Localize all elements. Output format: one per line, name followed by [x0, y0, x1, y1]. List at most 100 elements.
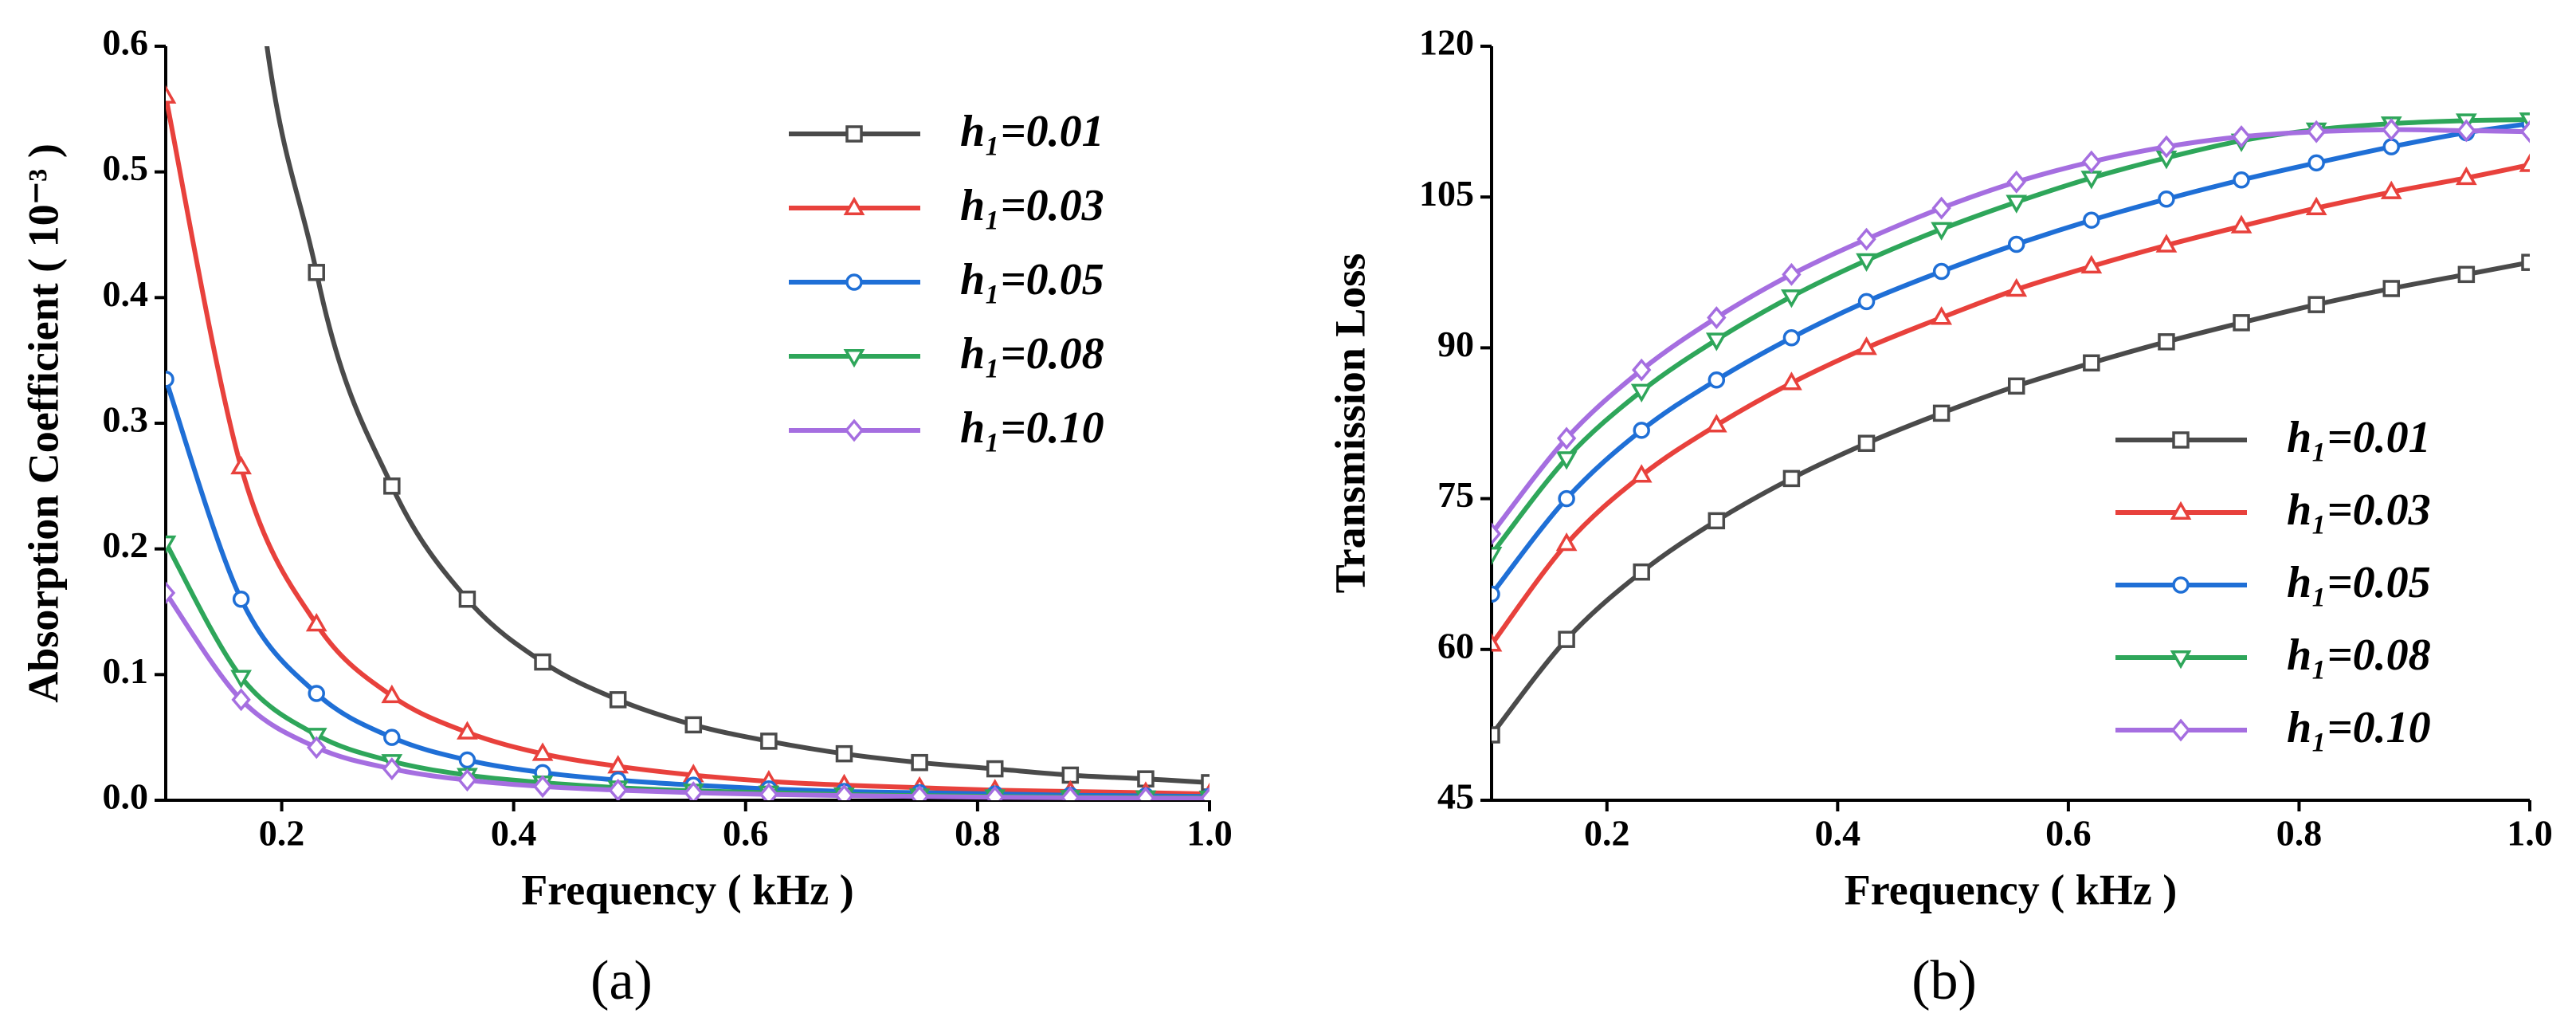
data-marker — [381, 684, 403, 704]
data-marker — [2007, 235, 2025, 253]
data-marker — [2382, 118, 2402, 142]
x-axis-title: Frequency ( kHz ) — [521, 866, 853, 913]
data-marker — [1492, 726, 1500, 744]
data-marker — [1932, 262, 1951, 281]
data-marker — [985, 785, 1005, 800]
data-marker — [382, 757, 402, 780]
plot-area — [166, 46, 1210, 800]
legend-label: h₁=0.05 — [2287, 558, 2431, 607]
legend-marker — [2172, 431, 2190, 449]
data-marker — [166, 581, 176, 605]
data-marker — [307, 736, 327, 760]
data-marker — [1932, 404, 1951, 422]
data-marker — [1633, 422, 1650, 439]
data-marker — [2306, 120, 2327, 143]
data-marker — [308, 685, 325, 702]
data-marker — [1492, 633, 1503, 652]
data-marker — [2083, 211, 2100, 229]
data-marker — [835, 744, 853, 763]
data-marker — [911, 753, 928, 772]
y-tick-label: 0.6 — [103, 22, 149, 63]
y-tick-label: 45 — [1437, 776, 1474, 817]
data-marker — [305, 612, 327, 632]
data-marker — [1632, 358, 1652, 382]
data-marker — [308, 264, 325, 281]
data-marker — [2155, 234, 2178, 253]
data-marker — [458, 590, 476, 608]
y-tick-label: 120 — [1419, 22, 1474, 63]
legend-marker — [2170, 501, 2192, 520]
x-tick-label: 0.8 — [955, 813, 1001, 854]
data-marker — [2455, 166, 2477, 186]
legend-marker — [2170, 718, 2191, 742]
legend-marker — [843, 196, 865, 215]
data-marker — [2382, 280, 2401, 297]
panel-caption: (b) — [1911, 950, 1977, 1011]
data-marker — [1708, 371, 1726, 389]
data-marker — [1857, 227, 1876, 251]
data-marker — [2007, 377, 2025, 395]
data-marker — [1630, 464, 1653, 483]
data-marker — [909, 784, 930, 800]
y-tick-label: 60 — [1437, 625, 1474, 666]
x-tick-label: 0.2 — [1584, 813, 1630, 854]
data-marker — [534, 653, 551, 671]
data-marker — [1135, 786, 1156, 800]
legend-marker — [844, 418, 865, 442]
data-marker — [383, 729, 401, 746]
legend-label: h₁=0.08 — [2287, 630, 2431, 680]
data-marker — [2307, 296, 2325, 313]
y-tick-label: 0.3 — [103, 399, 149, 440]
series-line — [265, 46, 1210, 785]
x-tick-label: 0.6 — [2045, 813, 2092, 854]
data-marker — [532, 775, 553, 799]
data-marker — [684, 781, 704, 800]
data-marker — [986, 760, 1004, 778]
data-marker — [1555, 451, 1578, 470]
data-marker — [457, 768, 477, 792]
data-marker — [2083, 354, 2100, 372]
data-marker — [609, 691, 627, 709]
data-marker — [2457, 265, 2476, 284]
y-tick-label: 0.0 — [103, 776, 149, 817]
y-tick-label: 90 — [1437, 324, 1474, 364]
data-marker — [166, 371, 174, 388]
y-tick-label: 0.5 — [103, 147, 149, 188]
data-marker — [166, 535, 177, 555]
data-marker — [1708, 512, 1726, 530]
data-marker — [2158, 333, 2175, 351]
legend-marker — [845, 125, 863, 143]
y-tick-label: 0.4 — [103, 273, 149, 314]
data-marker — [1931, 306, 1953, 325]
data-marker — [1856, 253, 1877, 272]
data-marker — [2305, 196, 2327, 216]
data-marker — [760, 732, 778, 750]
y-tick-label: 75 — [1437, 474, 1474, 515]
legend-label: h₁=0.03 — [960, 181, 1104, 230]
data-marker — [1782, 262, 1802, 286]
data-marker — [166, 84, 177, 104]
legend-marker — [843, 349, 865, 368]
data-marker — [531, 742, 554, 761]
data-marker — [1857, 293, 1876, 311]
data-marker — [2233, 171, 2250, 189]
chart-panel: 0.2 0.4 0.6 0.8 1.0 45 60 75 90 105 120 Frequency (… — [1326, 22, 2552, 1012]
data-marker — [2006, 277, 2028, 297]
data-marker — [1781, 289, 1802, 308]
data-marker — [230, 670, 252, 689]
data-marker — [1558, 630, 1575, 648]
data-marker — [1857, 434, 1876, 452]
data-marker — [232, 590, 250, 608]
data-marker — [458, 751, 476, 769]
data-marker — [2233, 314, 2250, 332]
legend-label: h₁=0.08 — [960, 329, 1104, 379]
panel-caption: (a) — [590, 950, 653, 1011]
chart-panel: 0.2 0.4 0.6 0.8 1.0 0.0 0.1 0.2 0.3 0.4 0.5 0.6 Freq… — [19, 22, 1232, 1012]
data-marker — [2006, 194, 2028, 214]
y-tick-label: 0.2 — [103, 524, 149, 565]
data-marker — [1633, 563, 1650, 581]
y-tick-label: 105 — [1419, 173, 1474, 214]
data-marker — [2080, 254, 2103, 274]
